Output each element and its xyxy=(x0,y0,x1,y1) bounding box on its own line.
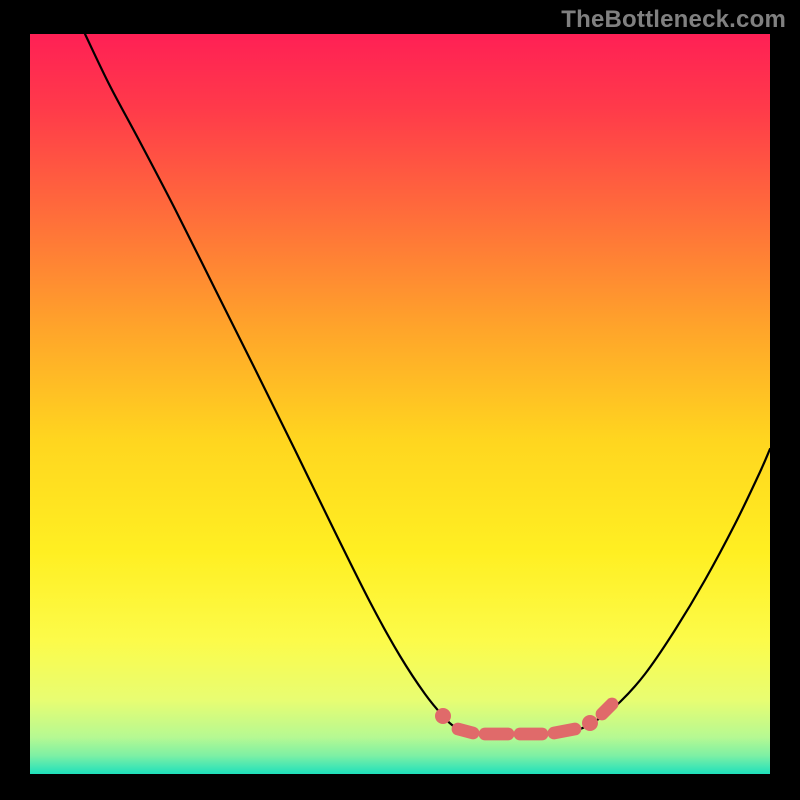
marker-dot xyxy=(435,708,451,724)
plot-svg xyxy=(30,34,770,774)
marker-segment xyxy=(458,729,473,733)
marker-segment xyxy=(554,729,575,733)
marker-dot xyxy=(582,715,598,731)
watermark-text: TheBottleneck.com xyxy=(561,6,786,34)
marker-segment xyxy=(602,704,612,714)
bottleneck-curve-plot xyxy=(30,34,770,774)
chart-frame: TheBottleneck.com xyxy=(0,0,800,800)
